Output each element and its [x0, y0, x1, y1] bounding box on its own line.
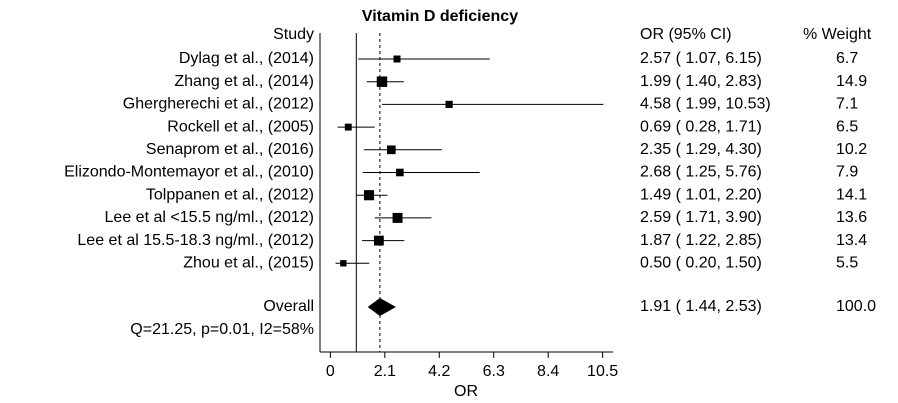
effect-box	[392, 212, 403, 223]
weight-header: % Weight	[803, 26, 872, 43]
weight-label: 13.4	[836, 232, 867, 249]
study-label: Dylag et al., (2014)	[179, 50, 314, 67]
effect-box	[376, 76, 388, 87]
weight-label: 5.5	[836, 255, 858, 272]
study-label: Tolppanen et al., (2012)	[146, 186, 314, 203]
ci-label: 0.69 ( 0.28, 1.71)	[640, 118, 762, 135]
x-tick-label: 8.4	[537, 363, 559, 380]
x-tick-label: 10.5	[587, 363, 618, 380]
study-label: Senaprom et al., (2016)	[146, 141, 314, 158]
study-label: Zhou et al., (2015)	[183, 255, 314, 272]
weight-label: 13.6	[836, 209, 867, 226]
weight-label: 7.1	[836, 96, 858, 113]
effect-box	[386, 145, 396, 155]
ci-label: 2.59 ( 1.71, 3.90)	[640, 209, 762, 226]
ci-label: 0.50 ( 0.20, 1.50)	[640, 255, 762, 272]
ci-label: 2.57 ( 1.07, 6.15)	[640, 50, 762, 67]
study-label: Lee et al <15.5 ng/ml., (2012)	[105, 209, 314, 226]
effect-box	[363, 190, 375, 201]
effect-box	[344, 123, 352, 131]
x-tick-label: 2.1	[374, 363, 396, 380]
x-axis-label: OR	[454, 383, 478, 400]
overall-weight-label: 100.0	[836, 298, 876, 315]
study-label: Rockell et al., (2005)	[167, 118, 314, 135]
x-tick-label: 4.2	[428, 363, 450, 380]
ci-label: 1.49 ( 1.01, 2.20)	[640, 186, 762, 203]
study-label: Lee et al 15.5-18.3 ng/ml., (2012)	[77, 232, 314, 249]
weight-label: 14.1	[836, 186, 867, 203]
weight-label: 14.9	[836, 73, 867, 90]
ci-label: 4.58 ( 1.99, 10.53)	[640, 96, 771, 113]
ci-label: 2.35 ( 1.29, 4.30)	[640, 141, 762, 158]
heterogeneity: Q=21.25, p=0.01, I2=58%	[130, 321, 314, 338]
effect-box	[445, 100, 453, 108]
ci-header: OR (95% CI)	[640, 26, 732, 43]
effect-box	[340, 260, 347, 267]
ci-label: 2.68 ( 1.25, 5.76)	[640, 164, 762, 181]
weight-label: 6.7	[836, 50, 858, 67]
study-label: Zhang et al., (2014)	[174, 73, 314, 90]
x-tick-label: 6.3	[483, 363, 505, 380]
x-tick-label: 0	[326, 363, 335, 380]
overall-diamond	[367, 298, 396, 316]
effect-box	[373, 235, 384, 246]
study-label: Ghergherechi et al., (2012)	[123, 96, 314, 113]
weight-label: 6.5	[836, 118, 858, 135]
weight-label: 10.2	[836, 141, 867, 158]
ci-label: 1.87 ( 1.22, 2.85)	[640, 232, 762, 249]
study-label: Elizondo-Montemayor et al., (2010)	[64, 164, 314, 181]
overall-label: Overall	[263, 298, 314, 315]
effect-box	[396, 168, 404, 177]
study-header: Study	[273, 26, 314, 43]
chart-title: Vitamin D deficiency	[362, 8, 518, 25]
overall-ci-label: 1.91 ( 1.44, 2.53)	[640, 298, 762, 315]
effect-box	[393, 55, 401, 63]
weight-label: 7.9	[836, 164, 858, 181]
ci-label: 1.99 ( 1.40, 2.83)	[640, 73, 762, 90]
